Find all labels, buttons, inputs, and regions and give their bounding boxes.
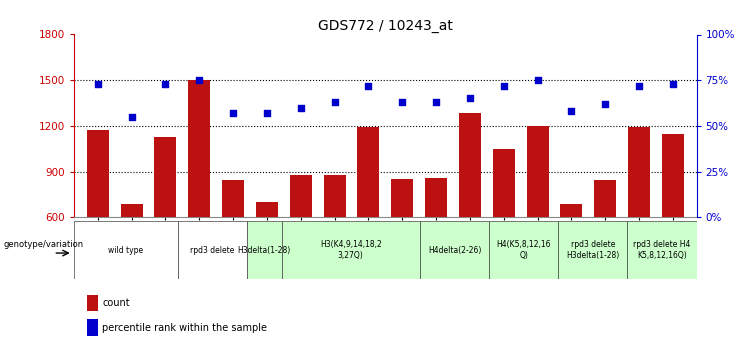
Point <box>227 110 239 116</box>
Text: H3(K4,9,14,18,2
3,27Q): H3(K4,9,14,18,2 3,27Q) <box>320 240 382 260</box>
Point <box>633 83 645 88</box>
Point <box>498 83 510 88</box>
Point <box>193 77 205 83</box>
Point <box>362 83 374 88</box>
Bar <box>282 221 420 279</box>
Point <box>261 110 273 116</box>
Point <box>464 96 476 101</box>
Point <box>565 109 577 114</box>
Text: count: count <box>102 298 130 308</box>
Bar <box>527 126 548 309</box>
Bar <box>74 221 178 279</box>
Point <box>430 99 442 105</box>
Text: wild type: wild type <box>108 246 144 255</box>
Text: rpd3 delete H4
K5,8,12,16Q): rpd3 delete H4 K5,8,12,16Q) <box>634 240 691 260</box>
Point <box>126 114 138 120</box>
Bar <box>247 221 282 279</box>
Bar <box>188 80 210 309</box>
Bar <box>324 175 345 309</box>
Bar <box>290 175 312 309</box>
Text: rpd3 delete
H3delta(1-28): rpd3 delete H3delta(1-28) <box>566 240 619 260</box>
Title: GDS772 / 10243_at: GDS772 / 10243_at <box>318 19 453 33</box>
Bar <box>489 221 558 279</box>
Bar <box>222 180 244 309</box>
Bar <box>560 204 582 309</box>
Bar <box>256 202 278 309</box>
Bar <box>628 127 650 309</box>
Bar <box>154 137 176 309</box>
Bar <box>178 221 247 279</box>
Point <box>531 77 543 83</box>
Text: H4(K5,8,12,16
Q): H4(K5,8,12,16 Q) <box>496 240 551 260</box>
Point <box>159 81 171 87</box>
Bar <box>87 130 109 309</box>
Point <box>295 105 307 110</box>
Bar <box>662 134 684 309</box>
Bar <box>493 149 515 309</box>
Point <box>667 81 679 87</box>
Bar <box>425 178 447 309</box>
Bar <box>594 180 617 309</box>
Text: H3delta(1-28): H3delta(1-28) <box>238 246 291 255</box>
Bar <box>558 221 628 279</box>
Point <box>599 101 611 107</box>
Text: rpd3 delete: rpd3 delete <box>190 246 235 255</box>
Point <box>329 99 341 105</box>
Bar <box>459 113 481 309</box>
Bar <box>420 221 489 279</box>
Bar <box>87 319 98 336</box>
Text: percentile rank within the sample: percentile rank within the sample <box>102 323 267 333</box>
Text: H4delta(2-26): H4delta(2-26) <box>428 246 481 255</box>
Point <box>396 99 408 105</box>
Bar <box>121 204 142 309</box>
Bar <box>87 295 98 311</box>
Bar <box>391 179 413 309</box>
Bar <box>357 127 379 309</box>
Text: genotype/variation: genotype/variation <box>4 240 84 249</box>
Point <box>92 81 104 87</box>
Bar <box>628 221 697 279</box>
